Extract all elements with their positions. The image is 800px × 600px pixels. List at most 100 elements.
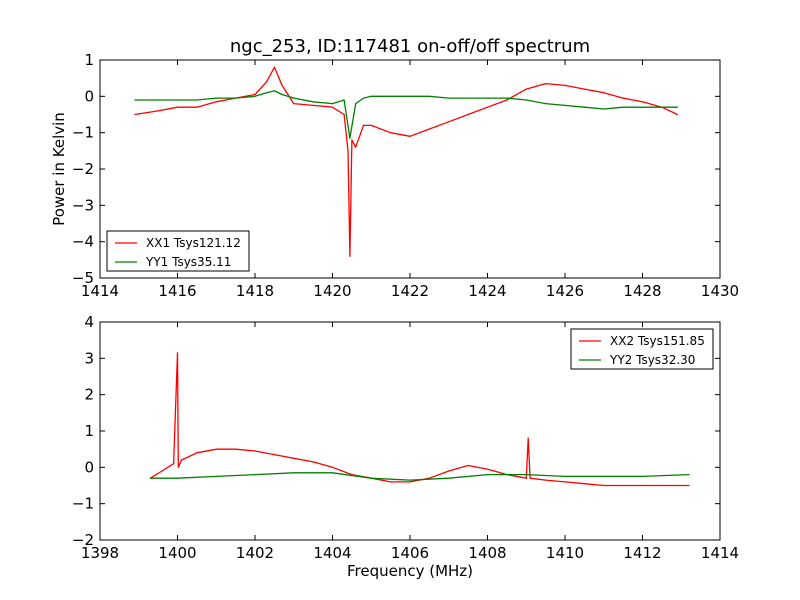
top-series-2-point <box>362 97 365 99</box>
bottom-series-1-point <box>661 484 663 487</box>
top-series-2-point <box>564 104 566 106</box>
top-series-1-point <box>506 99 508 101</box>
top-series-2-point <box>676 106 679 108</box>
top-series-2-point <box>343 99 345 101</box>
bottom-subplot: 1398 1400 1402 1404 1406 1408 1410 1412 1414 4 3 2 1… <box>72 313 739 580</box>
top-series-1-point <box>266 81 268 83</box>
top-series-2-point <box>622 106 624 108</box>
top-series-1-point <box>215 101 217 103</box>
top-x-tick-label: 1420 <box>313 282 351 300</box>
bottom-series-1-point <box>603 484 605 487</box>
bottom-series-1-point <box>176 352 179 354</box>
bottom-series-1-point <box>448 470 450 472</box>
bottom-series-1-point <box>583 483 586 485</box>
bottom-series-1-point <box>688 484 690 487</box>
bottom-series-1-point <box>161 470 163 472</box>
top-series-1-point <box>545 83 547 85</box>
top-series-1-point <box>196 106 198 108</box>
top-series-1-point <box>312 104 314 106</box>
top-x-tick-label: 1422 <box>391 282 429 300</box>
bottom-series-1-point <box>196 452 198 454</box>
top-series-1-point <box>362 124 365 126</box>
bottom-series-1-point <box>545 479 547 481</box>
bottom-series-1-point <box>486 468 489 470</box>
bottom-legend-box <box>570 328 714 370</box>
bottom-y-tick-label: 0 <box>84 458 94 476</box>
top-series-2-point <box>661 106 663 108</box>
top-legend-label-2: YY1 Tsys35.11 <box>145 255 231 269</box>
bottom-x-tick-label: 1404 <box>313 544 351 562</box>
top-series-2-point <box>312 101 314 103</box>
top-series-line-2 <box>134 90 678 139</box>
top-series-2-point <box>641 106 644 108</box>
bottom-x-axis-label: Frequency (MHz) <box>347 562 473 580</box>
bottom-series-1-point <box>273 454 275 456</box>
bottom-series-2-point <box>293 472 295 474</box>
bottom-y-tick-label: 1 <box>84 422 94 440</box>
bottom-series-2-point <box>370 477 372 479</box>
top-series-1-point <box>281 84 283 86</box>
bottom-series-1-point <box>235 448 237 450</box>
top-x-tick-label: 1424 <box>468 282 506 300</box>
top-y-tick-label: −5 <box>72 269 94 287</box>
top-y-tick-label: 0 <box>84 87 94 105</box>
top-series-2-point <box>235 97 237 99</box>
top-series-1-point <box>622 97 624 99</box>
top-x-tick-label: 1428 <box>623 282 661 300</box>
bottom-series-2-point <box>525 474 527 476</box>
top-y-tick-label: −1 <box>72 124 94 142</box>
top-y-tick-label: −4 <box>72 233 94 251</box>
bottom-series-2-point <box>176 477 179 479</box>
bottom-series-1-point <box>173 463 175 465</box>
bottom-y-tick-label: −2 <box>72 531 94 549</box>
bottom-x-tick-label: 1406 <box>391 544 429 562</box>
top-series-2-point <box>331 103 334 105</box>
top-x-tick-label: 1414 <box>81 282 119 300</box>
bottom-x-tick-label: 1414 <box>701 544 739 562</box>
top-series-2-point <box>525 99 527 101</box>
top-series-1-point <box>157 110 159 112</box>
top-x-tick-label: 1418 <box>236 282 274 300</box>
bottom-series-1-point <box>525 477 527 479</box>
bottom-series-2-point <box>564 475 566 477</box>
top-series-2-point <box>196 99 198 101</box>
top-series-1-point <box>409 135 411 137</box>
top-y-axis-label: Power in Kelvin <box>50 112 68 226</box>
top-series-2-point <box>349 137 351 139</box>
bottom-series-1-point <box>215 448 217 450</box>
bottom-legend: XX2 Tsys151.85 YY2 Tsys32.30 <box>570 328 714 370</box>
bottom-series-2-point <box>331 472 334 474</box>
top-legend-label-1: XX1 Tsys121.12 <box>146 236 241 250</box>
top-series-2-point <box>448 97 450 99</box>
bottom-series-1-point <box>312 461 314 463</box>
top-chart-title: ngc_253, ID:117481 on-off/off spectrum <box>230 36 590 57</box>
top-series-2-point <box>355 103 357 105</box>
top-series-1-point <box>347 150 349 152</box>
bottom-x-tick-label: 1410 <box>546 544 584 562</box>
top-series-2-point <box>409 95 411 97</box>
top-series-1-point <box>525 88 527 90</box>
top-series-1-point <box>390 132 392 134</box>
bottom-series-2-point <box>641 475 644 477</box>
top-series-1-point <box>467 113 469 116</box>
top-series-2-point <box>281 93 283 96</box>
top-series-1-point <box>428 128 430 130</box>
top-series-1-point <box>370 124 372 126</box>
top-subplot: 1414 1416 1418 1420 1422 1424 1426 1428 1430 1 0 −1… <box>50 36 739 300</box>
top-series-1-point <box>349 255 351 257</box>
top-series-1-point <box>273 66 275 68</box>
bottom-series-1-point <box>622 484 624 487</box>
bottom-series-2-point <box>486 474 489 476</box>
top-series-1-point <box>351 139 353 141</box>
top-series-2-point <box>273 90 275 92</box>
top-y-tick-label: −2 <box>72 160 94 178</box>
top-series-2-point <box>486 97 489 99</box>
top-x-tick-label: 1430 <box>701 282 739 300</box>
top-series-1-point <box>486 106 489 108</box>
top-x-tick-label: 1416 <box>158 282 196 300</box>
bottom-x-tick-label: 1412 <box>623 544 661 562</box>
bottom-series-1-point <box>409 481 411 483</box>
top-series-1-point <box>176 106 179 108</box>
top-series-1-point <box>603 92 605 94</box>
